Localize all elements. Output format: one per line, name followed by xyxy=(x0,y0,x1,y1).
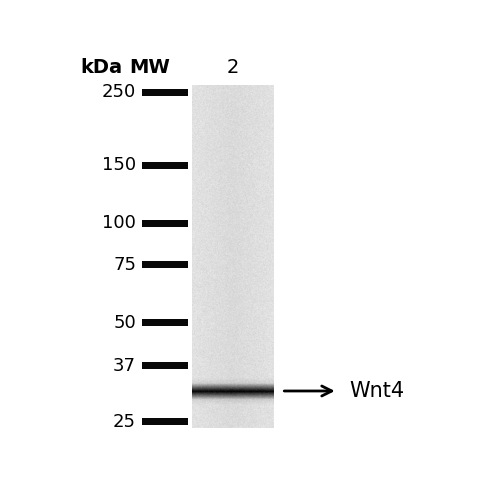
Bar xyxy=(142,319,188,326)
Text: 2: 2 xyxy=(227,58,239,78)
Text: Wnt4: Wnt4 xyxy=(349,381,405,401)
Text: kDa: kDa xyxy=(80,58,122,78)
Bar xyxy=(142,162,188,169)
Bar xyxy=(142,220,188,227)
Text: 37: 37 xyxy=(113,356,136,374)
Text: 150: 150 xyxy=(102,156,136,174)
Text: 50: 50 xyxy=(114,314,136,332)
Text: MW: MW xyxy=(129,58,170,78)
Text: 25: 25 xyxy=(113,413,136,431)
Bar xyxy=(142,261,188,268)
Text: 250: 250 xyxy=(102,84,136,102)
Text: 75: 75 xyxy=(113,256,136,274)
Bar xyxy=(142,362,188,369)
Bar xyxy=(142,418,188,425)
Text: 100: 100 xyxy=(102,214,136,232)
Bar xyxy=(142,89,188,96)
